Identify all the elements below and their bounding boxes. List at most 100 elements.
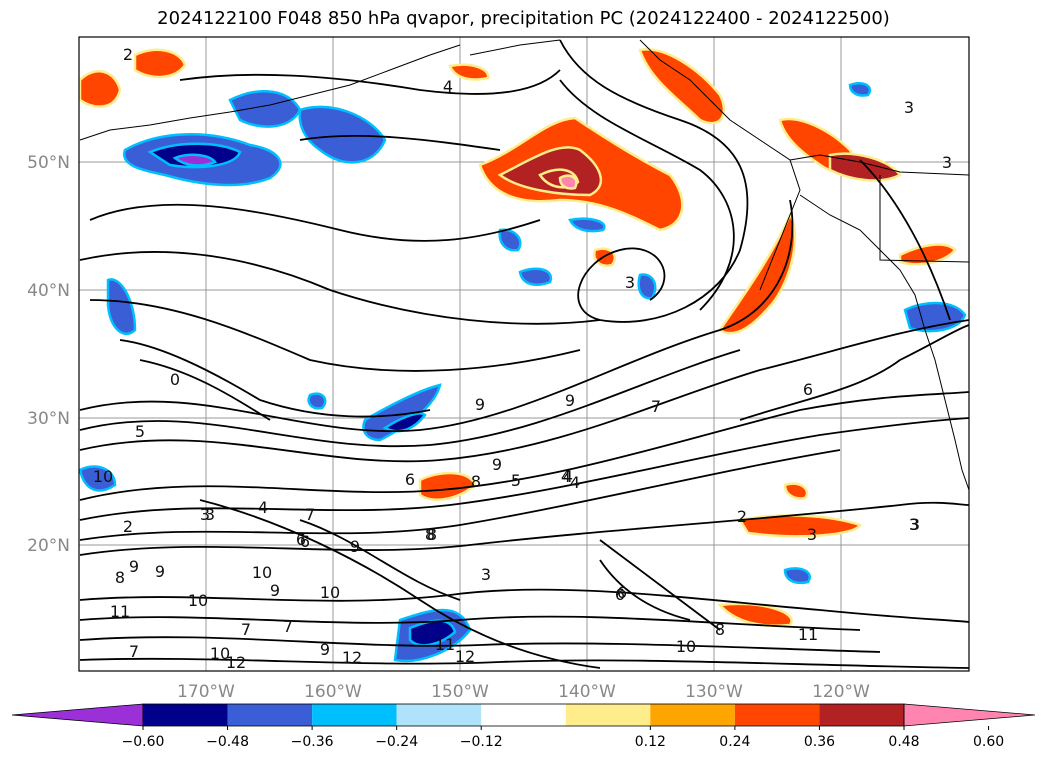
qvapor-contour	[89, 299, 581, 372]
precip-area	[362, 383, 442, 442]
lon-label: 120°W	[812, 682, 870, 702]
colorbar-tick-label: −0.60	[122, 734, 165, 750]
lat-label: 50°N	[27, 153, 70, 173]
precip-area	[498, 228, 522, 252]
map-background	[79, 37, 969, 671]
colorbar-tick-label: 0.60	[973, 734, 1004, 750]
coastline	[79, 44, 461, 141]
contour-label: 3	[910, 515, 920, 534]
contour-label: 3	[481, 565, 491, 584]
qvapor-contour	[79, 588, 970, 623]
coastline	[879, 175, 970, 263]
contour-label: 6	[803, 380, 813, 399]
coastline	[789, 154, 970, 176]
contour-label: 4	[570, 473, 580, 492]
contour-label: 10	[676, 637, 696, 656]
qvapor-contour	[559, 39, 749, 323]
colorbar-segment	[396, 704, 482, 726]
qvapor-contour	[299, 134, 501, 151]
contour-label: 4	[561, 467, 571, 486]
contour-label: 9	[320, 640, 330, 659]
longitude-labels: 170°W 160°W 150°W 140°W 130°W 120°W	[177, 682, 870, 702]
precip-area	[78, 70, 122, 108]
precip-area	[558, 174, 578, 190]
contour-label: 7	[129, 642, 139, 661]
precip-area	[418, 471, 477, 501]
precip-area	[78, 465, 117, 492]
colorbar-segment	[650, 704, 735, 726]
colorbar-tick-label: −0.12	[460, 734, 503, 750]
contour-label: 12	[455, 647, 475, 666]
contour-label: 8	[115, 568, 125, 587]
qvapor-contour	[859, 159, 951, 321]
contour-label: 10	[93, 467, 113, 486]
contour-label: 5	[511, 471, 521, 490]
colorbar-extend-min	[11, 703, 144, 727]
contour-label: 6	[617, 583, 627, 602]
qvapor-contour	[299, 519, 461, 601]
colorbar-segment	[312, 704, 397, 726]
lon-label: 130°W	[685, 682, 743, 702]
contour-label: 8	[715, 620, 725, 639]
qvapor-contour	[559, 79, 735, 311]
colorbar-tick-label: −0.48	[206, 734, 249, 750]
precip-area	[783, 567, 811, 585]
precip-area	[133, 48, 187, 79]
contour-label: 8	[427, 525, 437, 544]
coastlines	[79, 39, 970, 491]
map-frame	[78, 36, 970, 672]
contour-label: 7	[305, 505, 315, 524]
qvapor-contour	[119, 339, 431, 418]
contour-label: 9	[350, 537, 360, 556]
contour-label: 6	[405, 470, 415, 489]
contour-label: 8	[425, 525, 435, 544]
qvapor-contour	[199, 499, 601, 669]
contour-label: 0	[170, 370, 180, 389]
qvapor-contour	[139, 359, 271, 421]
qvapor-contour	[599, 539, 721, 631]
contour-label: 12	[342, 648, 362, 667]
colorbar-tick-label: 0.24	[719, 734, 750, 750]
lat-label: 20°N	[27, 536, 70, 556]
contour-label: 3	[807, 525, 817, 544]
contour-label: 10	[210, 644, 230, 663]
contour-label: 6	[615, 585, 625, 604]
contour-label: 3	[205, 505, 215, 524]
contour-label: 9	[129, 557, 139, 576]
qvapor-contour	[79, 319, 970, 463]
colorbar-segment	[227, 704, 313, 726]
precip-area	[903, 301, 967, 333]
contour-label: 3	[909, 515, 919, 534]
colorbar-tick-label: 0.36	[804, 734, 835, 750]
coastline	[469, 39, 561, 56]
contour-label: 9	[475, 395, 485, 414]
qvapor-contour	[79, 636, 881, 653]
precip-area	[637, 273, 657, 300]
lat-label: 40°N	[27, 281, 70, 301]
lon-label: 150°W	[431, 682, 489, 702]
colorbar-segment	[143, 704, 228, 726]
contour-label: 3	[942, 153, 952, 172]
contour-label: 4	[443, 77, 453, 96]
colorbar-outline	[142, 703, 905, 727]
lon-label: 140°W	[558, 682, 616, 702]
latitude-labels: 50°N 40°N 30°N 20°N	[27, 153, 70, 556]
colorbar-segment	[819, 704, 904, 726]
contour-label: 11	[435, 635, 455, 654]
contour-label: 9	[492, 455, 502, 474]
contour-label: 9	[565, 391, 575, 410]
precip-area	[783, 482, 809, 500]
contour-label: 5	[135, 422, 145, 441]
precip-area	[228, 90, 302, 128]
contour-label: 3	[625, 273, 635, 292]
contour-label: 7	[241, 620, 251, 639]
colorbar-tick-label: 0.48	[888, 734, 919, 750]
colorbar: −0.60 −0.48 −0.36 −0.24 −0.12 0.12 0.24 0.36 0.4…	[11, 703, 1036, 750]
qvapor-contour	[79, 449, 841, 541]
colorbar-tick-label: −0.36	[291, 734, 334, 750]
qvapor-contour	[79, 251, 601, 325]
contour-label: 6	[296, 530, 306, 549]
contour-label: 6	[300, 532, 310, 551]
precip-area	[638, 48, 726, 125]
